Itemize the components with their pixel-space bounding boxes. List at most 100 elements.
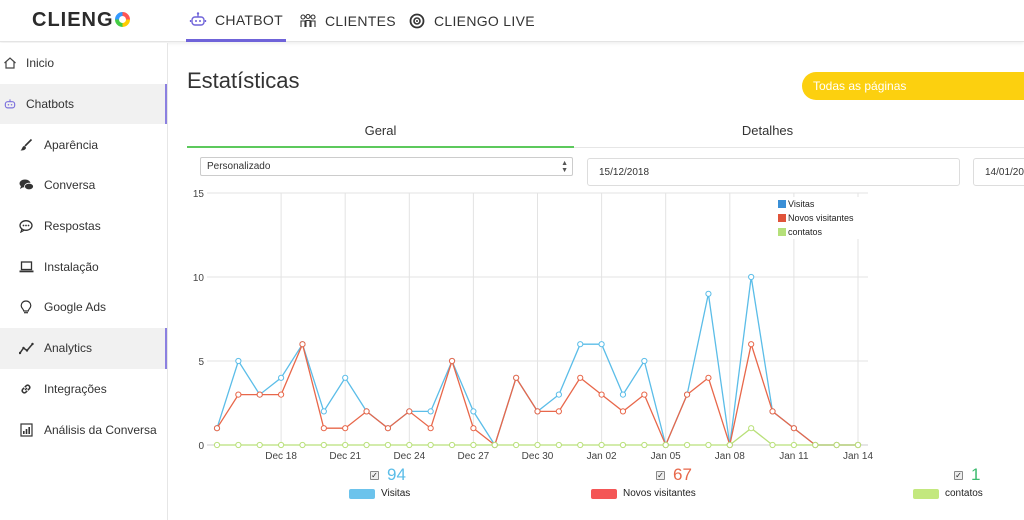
data-point: [363, 408, 370, 415]
sidebar-item-analytics[interactable]: Analytics: [0, 327, 167, 369]
legend-swatch: [778, 228, 786, 236]
robot-icon: [2, 96, 18, 112]
data-point: [619, 441, 627, 449]
tab-detalhes[interactable]: Detalhes: [741, 123, 794, 138]
laptop-icon: [18, 259, 34, 275]
data-point: [213, 425, 221, 432]
x-tick-label: Dec 24: [393, 451, 425, 462]
data-point: [748, 425, 755, 432]
data-point: [491, 441, 498, 449]
summary-label-novos: Novos visitantes: [591, 488, 696, 499]
data-point: [427, 408, 434, 415]
checkbox-contatos[interactable]: ✓: [954, 470, 963, 480]
data-point: [363, 441, 370, 449]
data-point: [320, 441, 327, 449]
sidebar-item-label: Integrações: [44, 381, 107, 396]
date-from-input[interactable]: 15/12/2018: [587, 158, 960, 186]
data-point: [513, 374, 520, 381]
data-point: [513, 374, 520, 381]
data-point: [705, 290, 712, 297]
sidebar-item-label: Conversa: [44, 178, 96, 193]
sidebar-item-conversa[interactable]: Conversa: [0, 165, 167, 206]
period-select[interactable]: Personalizado ▲ ▼: [200, 157, 573, 176]
data-point: [641, 441, 648, 449]
tab-geral[interactable]: Geral: [187, 118, 574, 148]
sidebar-item-analisis-conversa[interactable]: Análisis da Conversa: [0, 409, 167, 450]
x-tick-label: Dec 30: [522, 451, 554, 462]
summary-label-contatos: contatos: [913, 488, 983, 499]
sidebar-item-aparencia[interactable]: Aparência: [0, 124, 167, 165]
data-point: [555, 408, 562, 415]
data-point: [406, 408, 413, 415]
data-point: [427, 425, 434, 432]
data-point: [448, 357, 456, 365]
data-point: [278, 391, 285, 398]
legend-item-visitas[interactable]: Visitas: [778, 199, 814, 209]
x-tick-label: Dec 27: [458, 451, 490, 462]
sidebar-item-instalacao[interactable]: Instalação: [0, 246, 167, 287]
robot-icon: [189, 11, 207, 26]
x-tick-label: Dec 21: [329, 451, 361, 462]
checkbox-novos[interactable]: ✓: [656, 470, 665, 480]
data-point: [534, 408, 541, 415]
summary-value: 94: [387, 465, 406, 484]
data-point: [470, 408, 477, 415]
data-point: [256, 441, 263, 449]
data-point: [256, 391, 263, 398]
sidebar-item-label: Aparência: [44, 137, 99, 152]
sidebar-item-google-ads[interactable]: Google Ads: [0, 287, 167, 328]
data-point: [683, 391, 691, 398]
tabs-divider: [574, 147, 1024, 148]
top-navbar: CLIENG CHATBOT CLIENTES CLIENGO LIVE: [0, 0, 1024, 42]
data-point: [619, 408, 627, 415]
sidebar-item-label: Respostas: [44, 219, 101, 234]
data-point: [213, 425, 221, 432]
data-point: [278, 441, 285, 449]
x-tick-label: Jan 08: [715, 451, 745, 462]
tab-cliengo-live-label: CLIENGO LIVE: [434, 13, 535, 29]
legend-item-novos[interactable]: Novos visitantes: [778, 213, 854, 223]
home-icon: [2, 55, 18, 71]
summary-label: Visitas: [381, 488, 411, 499]
logo-o-icon: [114, 12, 130, 27]
data-point: [470, 441, 477, 449]
data-point: [320, 408, 327, 415]
data-point: [235, 357, 242, 365]
data-point: [854, 441, 862, 449]
tab-clientes[interactable]: CLIENTES: [299, 0, 396, 42]
sidebar-item-inicio[interactable]: Inicio: [0, 43, 167, 84]
legend-item-contatos[interactable]: contatos: [778, 227, 822, 237]
cliengo-logo[interactable]: CLIENG: [32, 9, 130, 32]
data-point: [662, 441, 669, 449]
data-point: [491, 441, 498, 449]
data-point: [299, 341, 306, 348]
pages-filter-button[interactable]: Todas as páginas: [802, 72, 1024, 100]
data-point: [812, 441, 819, 449]
data-point: [769, 441, 776, 449]
data-point: [833, 441, 840, 449]
data-point: [683, 391, 691, 398]
sidebar-item-integracoes[interactable]: Integrações: [0, 369, 167, 410]
x-tick-label: Jan 11: [779, 451, 809, 462]
summary-value: 67: [673, 465, 692, 484]
data-point: [790, 425, 798, 432]
comment-dots-icon: [18, 218, 34, 234]
date-to-input[interactable]: 14/01/2019: [973, 158, 1024, 186]
sidebar-item-chatbots[interactable]: Chatbots: [0, 83, 167, 125]
data-point: [769, 408, 776, 415]
data-point: [726, 441, 733, 449]
tab-cliengo-live[interactable]: CLIENGO LIVE: [408, 0, 535, 42]
tab-chatbot[interactable]: CHATBOT: [186, 0, 286, 42]
series-line-2: [217, 427, 858, 446]
y-tick-label: 10: [193, 273, 205, 284]
data-point: [662, 441, 669, 449]
tab-clientes-label: CLIENTES: [325, 13, 396, 29]
sidebar-item-label: Google Ads: [44, 300, 107, 315]
checkbox-visitas[interactable]: ✓: [370, 470, 379, 480]
data-point: [342, 374, 349, 381]
data-point: [406, 441, 413, 449]
y-tick-label: 5: [198, 357, 204, 368]
summary-label: Novos visitantes: [623, 488, 696, 499]
sidebar-item-respostas[interactable]: Respostas: [0, 206, 167, 247]
link-icon: [18, 381, 34, 397]
